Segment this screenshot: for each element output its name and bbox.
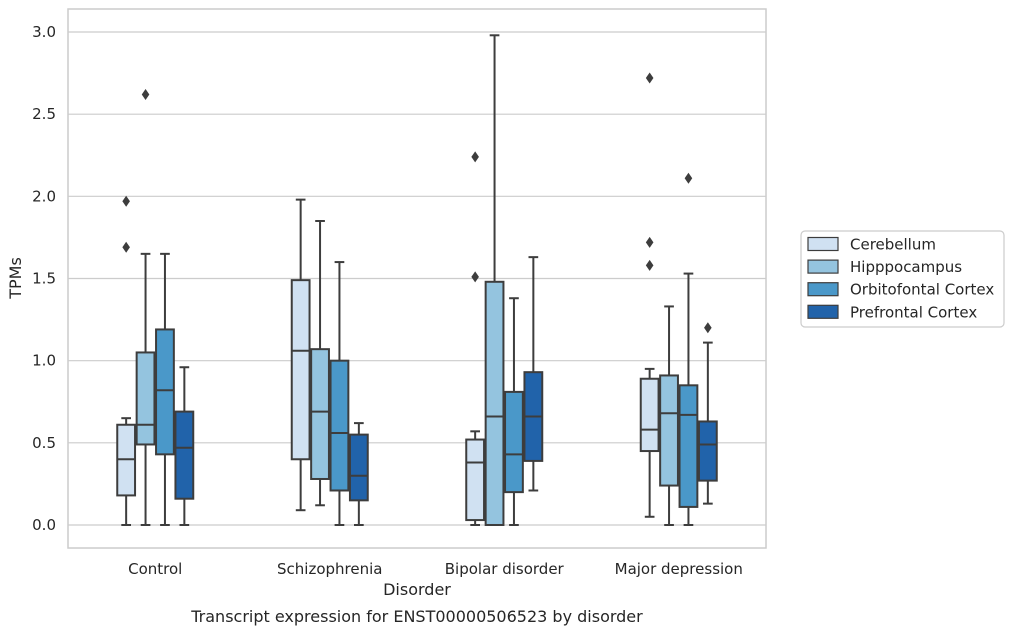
box-orbitofontal-cortex (504, 297, 524, 526)
box-iqr (329, 359, 350, 492)
box-orbitofontal-cortex (155, 252, 175, 526)
box-cerebellum (639, 72, 660, 518)
legend-label: Prefrontal Cortex (850, 303, 977, 321)
legend-label: Hipppocampus (850, 258, 962, 276)
y-tick-label: 3.0 (32, 23, 56, 41)
y-axis-label: TPMs (6, 257, 25, 300)
legend-swatch (807, 236, 839, 252)
x-axis-label: Disorder (383, 580, 451, 599)
y-tick-labels: 0.0 0.5 1.0 1.5 2.0 2.5 3.0 (32, 23, 56, 534)
box-orbitofontal-cortex (329, 261, 350, 526)
box-cerebellum (116, 195, 137, 526)
outlier-point (122, 241, 130, 253)
outlier-point (471, 271, 479, 283)
box-iqr (155, 328, 175, 456)
box-prefrontal-cortex (348, 422, 369, 526)
x-tick-label: Bipolar disorder (445, 560, 565, 578)
y-tick-label: 1.5 (32, 270, 56, 288)
outlier-point (122, 195, 130, 207)
box-iqr (697, 420, 718, 482)
outlier-point (471, 151, 479, 163)
x-tick-labels: Control Schizophrenia Bipolar disorder Majo… (128, 560, 743, 578)
box-prefrontal-cortex (174, 366, 195, 526)
box-iqr (678, 384, 699, 508)
box-iqr (504, 390, 524, 494)
outlier-point (141, 88, 150, 100)
box-hipppocampus (484, 34, 505, 526)
box-cerebellum (465, 151, 486, 526)
legend-label: Cerebellum (850, 236, 936, 254)
outlier-point (704, 322, 712, 334)
box-iqr (465, 438, 486, 522)
box-series (116, 34, 718, 526)
plot-frame (67, 8, 767, 549)
y-tick-label: 0.5 (32, 434, 56, 452)
y-tick-label: 2.0 (32, 187, 56, 205)
box-cerebellum (290, 198, 311, 512)
box-hipppocampus (135, 88, 156, 526)
legend-frame (800, 230, 1005, 328)
box-prefrontal-cortex (697, 322, 718, 505)
box-hipppocampus (659, 305, 679, 526)
box-orbitofontal-cortex (678, 172, 699, 526)
box-iqr (135, 351, 156, 446)
box-iqr (484, 280, 505, 526)
x-tick-label: Major depression (615, 560, 743, 578)
y-tick-label: 1.0 (32, 352, 56, 370)
legend-label: Orbitofontal Cortex (850, 281, 994, 299)
outlier-point (684, 172, 693, 184)
box-iqr (659, 374, 679, 487)
x-tick-label: Control (128, 560, 182, 578)
outlier-point (645, 259, 654, 271)
y-tick-label: 2.5 (32, 105, 56, 123)
chart-caption: Transcript expression for ENST0000050652… (190, 607, 643, 626)
x-tick-label: Schizophrenia (277, 560, 382, 578)
legend: Cerebellum Hipppocampus Orbitofontal Corte… (800, 230, 1005, 328)
box-prefrontal-cortex (523, 256, 544, 492)
y-tick-label: 0.0 (32, 516, 56, 534)
box-iqr (639, 377, 660, 453)
box-iqr (348, 433, 369, 502)
box-iqr (310, 348, 330, 480)
outlier-point (645, 72, 654, 84)
box-iqr (290, 279, 311, 461)
legend-swatch (807, 259, 839, 274)
legend-swatch (807, 304, 839, 319)
box-iqr (174, 410, 195, 500)
outlier-point (645, 236, 654, 248)
box-hipppocampus (310, 219, 330, 507)
legend-swatch (807, 282, 839, 297)
